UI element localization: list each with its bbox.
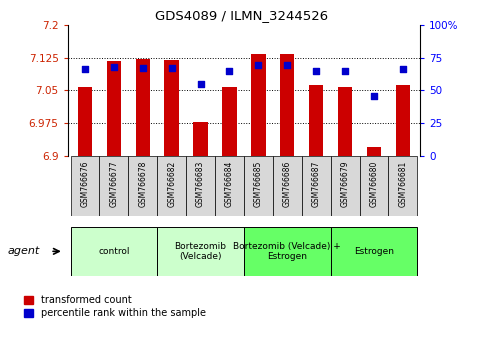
- Bar: [244, 156, 273, 216]
- Point: [255, 63, 262, 68]
- Text: GSM766678: GSM766678: [138, 161, 147, 207]
- Bar: [388, 156, 417, 216]
- Text: GSM766680: GSM766680: [369, 161, 379, 207]
- Bar: [99, 156, 128, 216]
- Text: GSM766685: GSM766685: [254, 161, 263, 207]
- Legend: transformed count, percentile rank within the sample: transformed count, percentile rank withi…: [24, 295, 206, 318]
- Bar: [193, 122, 208, 156]
- Text: GSM766684: GSM766684: [225, 161, 234, 207]
- Point: [139, 65, 147, 71]
- Bar: [186, 156, 215, 216]
- Bar: [331, 227, 417, 276]
- Point: [168, 65, 175, 71]
- Bar: [78, 87, 92, 156]
- Bar: [331, 156, 359, 216]
- Text: GSM766682: GSM766682: [167, 161, 176, 207]
- Bar: [128, 156, 157, 216]
- Text: agent: agent: [7, 246, 40, 256]
- Text: GSM766686: GSM766686: [283, 161, 292, 207]
- Point: [81, 67, 89, 72]
- Bar: [244, 227, 331, 276]
- Bar: [164, 60, 179, 156]
- Text: Bortezomib (Velcade) +
Estrogen: Bortezomib (Velcade) + Estrogen: [233, 242, 341, 261]
- Point: [370, 93, 378, 98]
- Point: [197, 81, 204, 86]
- Bar: [107, 61, 121, 156]
- Text: GSM766677: GSM766677: [109, 161, 118, 207]
- Text: GSM766683: GSM766683: [196, 161, 205, 207]
- Bar: [71, 156, 99, 216]
- Text: GSM766676: GSM766676: [81, 161, 89, 207]
- Text: GDS4089 / ILMN_3244526: GDS4089 / ILMN_3244526: [155, 9, 328, 22]
- Bar: [280, 54, 295, 156]
- Point: [284, 63, 291, 68]
- Point: [226, 68, 233, 73]
- Text: GSM766679: GSM766679: [341, 161, 350, 207]
- Point: [110, 64, 118, 69]
- Bar: [157, 156, 186, 216]
- Bar: [215, 156, 244, 216]
- Bar: [273, 156, 302, 216]
- Bar: [396, 85, 410, 156]
- Text: Bortezomib
(Velcade): Bortezomib (Velcade): [174, 242, 227, 261]
- Bar: [367, 147, 381, 156]
- Bar: [222, 87, 237, 156]
- Bar: [157, 227, 244, 276]
- Point: [341, 68, 349, 73]
- Point: [399, 67, 407, 72]
- Point: [313, 68, 320, 73]
- Bar: [359, 156, 388, 216]
- Bar: [302, 156, 331, 216]
- Text: GSM766687: GSM766687: [312, 161, 321, 207]
- Bar: [309, 85, 324, 156]
- Bar: [338, 87, 352, 156]
- Bar: [71, 227, 157, 276]
- Bar: [251, 55, 266, 156]
- Bar: [136, 59, 150, 156]
- Text: Estrogen: Estrogen: [354, 247, 394, 256]
- Text: control: control: [98, 247, 129, 256]
- Text: GSM766681: GSM766681: [398, 161, 407, 207]
